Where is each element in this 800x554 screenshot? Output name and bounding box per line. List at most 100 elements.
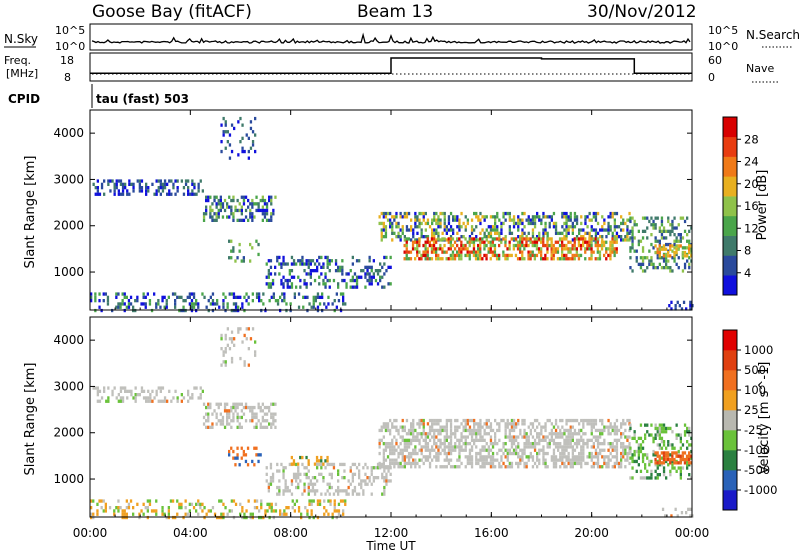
velocity-echo-cell: [546, 451, 549, 456]
power-echo-cell: [656, 266, 659, 270]
velocity-echo-cell: [190, 502, 194, 506]
velocity-echo-cell: [267, 485, 270, 490]
power-echo-cell: [631, 246, 634, 250]
power-echo-cell: [556, 250, 560, 254]
power-echo-cell: [596, 247, 599, 251]
power-echo-cell: [650, 242, 653, 247]
velocity-echo-cell: [290, 455, 293, 460]
velocity-echo-cell: [567, 458, 570, 462]
velocity-echo-cell: [407, 438, 411, 442]
velocity-echo-cell: [385, 472, 388, 476]
velocity-echo-cell: [271, 476, 275, 480]
velocity-echo-cell: [571, 432, 574, 436]
power-echo-cell: [332, 278, 336, 283]
velocity-echo-cell: [138, 512, 141, 516]
velocity-echo-cell: [510, 435, 514, 439]
velocity-echo-cell: [481, 461, 484, 466]
power-echo-cell: [115, 186, 118, 190]
velocity-echo-cell: [671, 457, 674, 462]
power-echo-cell: [136, 295, 139, 299]
power-echo-cell: [441, 257, 444, 261]
velocity-echo-cell: [98, 389, 102, 393]
velocity-echo-cell: [431, 448, 434, 452]
velocity-echo-cell: [586, 438, 589, 442]
velocity-echo-cell: [449, 465, 453, 469]
velocity-echo-cell: [344, 502, 347, 506]
velocity-echo-cell: [635, 449, 638, 454]
power-echo-cell: [395, 221, 398, 226]
velocity-echo-cell: [424, 438, 427, 442]
velocity-echo-cell: [561, 425, 564, 429]
velocity-echo-cell: [395, 438, 398, 442]
power-echo-cell: [355, 282, 359, 286]
power-echo-cell: [145, 186, 148, 190]
velocity-echo-cell: [662, 443, 666, 447]
power-echo-cell: [182, 192, 186, 196]
velocity-echo-cell: [665, 426, 668, 431]
velocity-echo-cell: [648, 433, 651, 437]
power-echo-cell: [215, 218, 218, 222]
power-echo-cell: [155, 305, 158, 309]
velocity-echo-cell: [228, 347, 232, 351]
velocity-echo-cell: [677, 454, 680, 458]
velocity-echo-cell: [420, 432, 423, 436]
velocity-echo-cell: [310, 509, 313, 513]
velocity-echo-cell: [134, 399, 137, 403]
velocity-echo-cell: [679, 466, 682, 470]
power-echo-cell: [542, 231, 545, 235]
power-echo-cell: [351, 262, 354, 266]
beam-label: Beam 13: [357, 2, 433, 22]
velocity-echo-cell: [422, 418, 425, 423]
power-echo-cell: [527, 231, 530, 235]
velocity-echo-cell: [381, 476, 384, 480]
power-echo-cell: [92, 182, 95, 186]
velocity-echo-cell: [681, 451, 684, 455]
velocity-echo-cell: [103, 386, 106, 390]
velocity-echo-cell: [428, 432, 432, 436]
power-echo-cell: [500, 231, 503, 235]
velocity-echo-cell: [412, 432, 415, 436]
power-echo-cell: [100, 182, 104, 186]
velocity-echo-cell: [318, 499, 322, 503]
velocity-echo-cell: [303, 485, 306, 490]
power-echo-cell: [124, 186, 127, 190]
power-echo-cell: [115, 305, 118, 309]
power-echo-cell: [546, 240, 549, 244]
power-echo-cell: [550, 253, 553, 258]
power-echo-cell: [603, 253, 606, 258]
velocity-echo-cell: [669, 426, 672, 431]
power-colorbar-swatch: [723, 117, 737, 138]
velocity-echo-cell: [538, 432, 541, 436]
velocity-echo-cell: [538, 438, 541, 442]
velocity-echo-cell: [584, 418, 587, 423]
power-echo-cell: [327, 295, 330, 299]
velocity-echo-cell: [378, 465, 381, 469]
velocity-echo-cell: [483, 458, 486, 462]
power-echo-cell: [650, 233, 653, 237]
velocity-echo-cell: [234, 456, 237, 460]
velocity-echo-cell: [489, 435, 493, 439]
power-echo-cell: [483, 240, 486, 244]
power-colorbar-swatch: [723, 255, 737, 276]
velocity-echo-cell: [554, 428, 558, 433]
power-echo-cell: [686, 233, 689, 237]
power-echo-cell: [521, 243, 524, 248]
power-echo-cell: [641, 216, 645, 220]
velocity-echo-cell: [590, 438, 593, 442]
power-echo-cell: [435, 247, 438, 251]
velocity-echo-cell: [343, 476, 346, 480]
power-echo-cell: [535, 247, 539, 251]
velocity-echo-cell: [681, 457, 684, 462]
velocity-echo-cell: [656, 451, 659, 455]
power-echo-cell: [111, 179, 114, 183]
velocity-echo-cell: [629, 476, 632, 480]
velocity-echo-cell: [232, 515, 236, 520]
power-echo-cell: [257, 208, 260, 213]
velocity-echo-cell: [578, 455, 581, 459]
velocity-echo-cell: [470, 461, 474, 466]
power-echo-cell: [435, 221, 438, 226]
velocity-echo-cell: [270, 422, 273, 426]
velocity-echo-cell: [609, 445, 612, 449]
power-echo-cell: [460, 247, 463, 251]
velocity-echo-cell: [327, 512, 330, 516]
